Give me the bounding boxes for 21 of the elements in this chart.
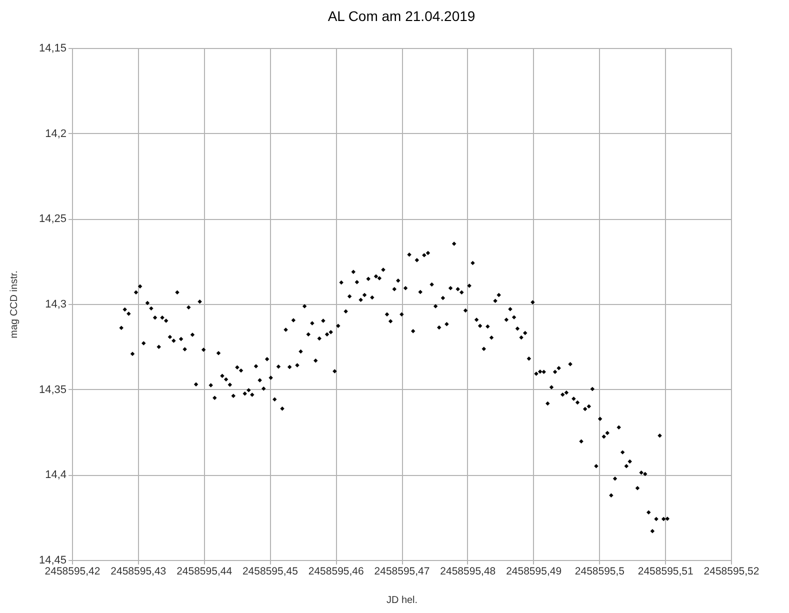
- x-tick-label: 2458595,47: [374, 566, 430, 578]
- x-axis-title: JD hel.: [386, 595, 418, 606]
- y-tick-label: 14,35: [38, 384, 66, 396]
- x-tick-label: 2458595,52: [704, 566, 760, 578]
- y-tick-label: 14,45: [38, 554, 66, 566]
- x-tick-label: 2458595,45: [242, 566, 298, 578]
- y-tick-label: 14,15: [38, 42, 66, 54]
- x-tick-label: 2458595,49: [506, 566, 562, 578]
- y-tick-label: 14,4: [45, 469, 66, 482]
- x-tick-label: 2458595,5: [574, 566, 625, 578]
- x-tick-label: 2458595,51: [638, 566, 694, 578]
- x-tick-label: 2458595,42: [44, 566, 100, 578]
- y-tick-label: 14,3: [45, 298, 66, 310]
- y-axis-title: mag CCD instr.: [8, 270, 20, 338]
- x-tick-label: 2458595,43: [110, 566, 166, 578]
- chart-title: AL Com am 21.04.2019: [328, 8, 476, 24]
- x-tick-label: 2458595,46: [308, 566, 364, 578]
- x-tick-label: 2458595,44: [176, 566, 232, 578]
- y-tick-label: 14,2: [45, 128, 66, 140]
- y-tick-label: 14,25: [38, 213, 66, 226]
- x-tick-label: 2458595,48: [440, 566, 496, 578]
